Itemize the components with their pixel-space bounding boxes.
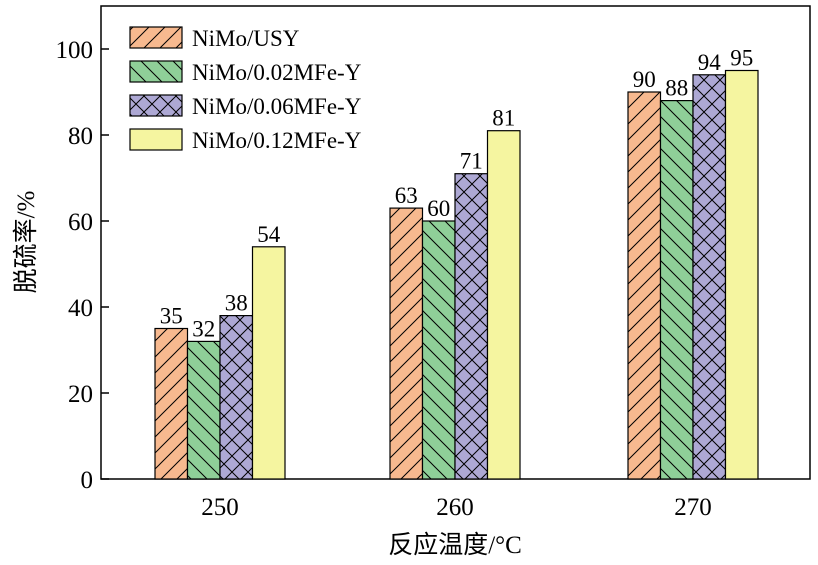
data-label: 35 [160,304,183,329]
data-labels-group: 35 63 90 32 60 88 38 71 94 54 81 95 [160,46,754,342]
bar [724,69,759,480]
data-label: 54 [257,222,281,247]
legend-label: NiMo/0.06MFe-Y [192,94,362,119]
x-tick-label: 270 [674,494,712,521]
legend-label: NiMo/0.12MFe-Y [192,128,362,153]
legend-swatch-hatch [130,27,182,48]
legend-label: NiMo/0.02MFe-Y [192,60,362,85]
bar [251,246,286,480]
y-tick-label: 20 [68,381,93,408]
data-label: 63 [395,183,418,208]
bar-hatch [628,92,661,479]
x-tick-label: 250 [201,494,239,521]
data-label: 71 [460,149,483,174]
data-label: 60 [427,196,450,221]
y-axis: 0 20 40 60 80 100 [56,37,109,494]
legend-swatch-hatch [130,95,182,116]
bar-hatch [660,100,693,479]
bar-series-group [154,69,759,480]
bar-hatch [422,221,455,479]
data-label: 32 [192,316,215,341]
legend-label: NiMo/USY [192,26,300,51]
y-tick-label: 80 [68,123,93,150]
bar-hatch [187,341,220,479]
y-tick-label: 100 [56,37,94,64]
bar-hatch [390,208,423,479]
bar-hatch [455,173,488,479]
data-label: 95 [730,46,753,71]
y-axis-title: 脱硫率/% [12,191,40,294]
legend-swatch [129,128,183,151]
data-label: 88 [665,76,688,101]
legend: NiMo/USY NiMo/0.02MFe-Y NiMo/0.06MFe-Y NiMo… [129,26,362,153]
data-label: 81 [492,106,515,131]
data-label: 94 [698,50,722,75]
y-tick-label: 60 [68,209,93,236]
bar-hatch [693,74,726,480]
legend-swatch-hatch [130,61,182,82]
x-tick-label: 260 [436,494,474,521]
bar-hatch [155,328,188,479]
data-label: 90 [633,67,656,92]
bar-hatch [220,315,253,479]
y-tick-label: 0 [81,467,94,494]
bar [486,130,521,480]
data-label: 38 [225,291,248,316]
x-axis: 250 260 270 [201,471,712,521]
x-axis-title: 反应温度/°C [388,531,522,559]
y-tick-label: 40 [68,295,93,322]
